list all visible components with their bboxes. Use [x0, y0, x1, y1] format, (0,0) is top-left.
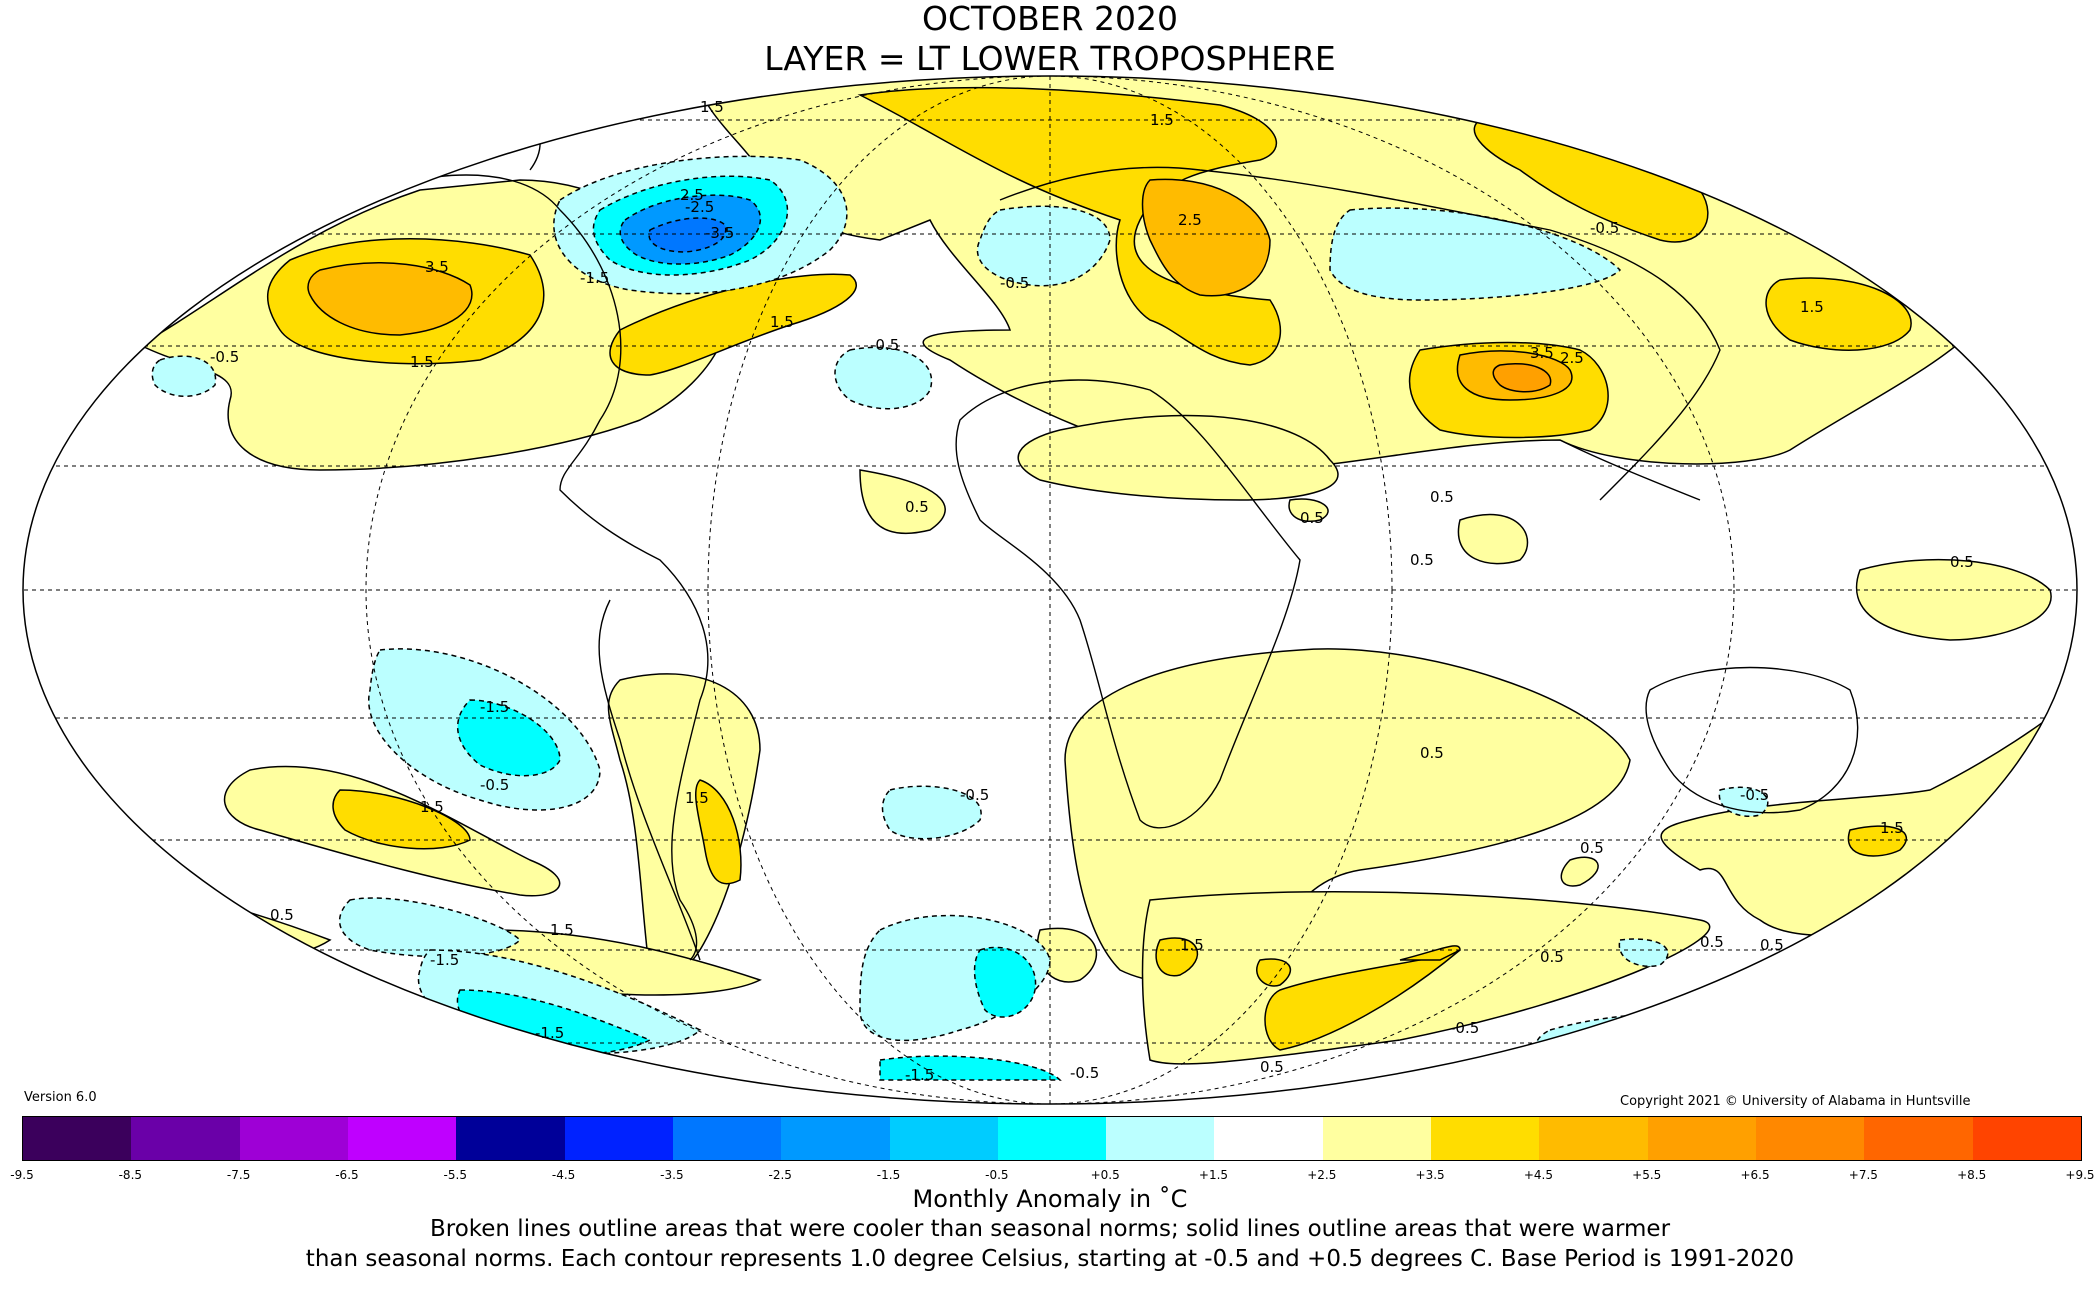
colorbar-tick-label: -7.5: [226, 1168, 251, 1182]
contour-label: 3.5: [1530, 344, 1554, 362]
contour-label: 0.5: [1950, 553, 1974, 571]
contour-label: 3.5: [425, 258, 449, 276]
contour-label: 2.5: [1178, 211, 1202, 229]
contour-label: -0.5: [1000, 274, 1029, 292]
contour-label: 1.5: [1800, 298, 1824, 316]
colorbar-swatch: [781, 1117, 890, 1160]
colorbar-swatch: [1106, 1117, 1215, 1160]
colorbar-swatch: [1539, 1117, 1648, 1160]
contour-label: 1.5: [1150, 111, 1174, 129]
map-subtitle: LAYER = LT LOWER TROPOSPHERE: [764, 39, 1336, 78]
contour-label: 1.5: [550, 921, 574, 939]
contour-label: 0.5: [270, 906, 294, 924]
colorbar-tick-label: -8.5: [118, 1168, 143, 1182]
colorbar-swatch: [1214, 1117, 1323, 1160]
contour-label: -0.5: [480, 776, 509, 794]
colorbar-tick-label: +9.5: [2065, 1168, 2095, 1182]
colorbar-tick-label: -0.5: [985, 1168, 1009, 1182]
colorbar-tick-label: +6.5: [1740, 1168, 1770, 1182]
contour-label: -1.5: [430, 951, 459, 969]
contour-label: 0.5: [905, 498, 929, 516]
contour-label: -0.5: [1590, 219, 1619, 237]
description-line-1: Broken lines outline areas that were coo…: [429, 1216, 1671, 1242]
contour-label: 0.5: [1420, 744, 1444, 762]
contour-label: 1.5: [685, 789, 709, 807]
contour-label: 1.5: [1180, 936, 1204, 954]
contour-label: 0.5: [1300, 509, 1324, 527]
contour-label: -0.5: [1070, 1064, 1099, 1082]
colorbar-swatch: [1756, 1117, 1865, 1160]
description-line-2: than seasonal norms. Each contour repres…: [305, 1246, 1795, 1272]
very-warm-areas: [1492, 363, 1552, 393]
colorbar-swatch: [1864, 1117, 1973, 1160]
colorbar-label: Monthly Anomaly in ˚C: [912, 1185, 1188, 1213]
contour-label: 0.5: [1410, 551, 1434, 569]
contour-label: 0.5: [1580, 839, 1604, 857]
contour-label: -1.5: [580, 269, 609, 287]
colorbar-swatch: [23, 1117, 132, 1160]
contour-label: -0.5: [960, 786, 989, 804]
colorbar: [22, 1116, 2082, 1161]
contour-label: -2.5: [685, 198, 714, 216]
map-border: [22, 75, 2078, 1105]
colorbar-swatch: [1322, 1117, 1432, 1160]
contour-label: -1.5: [535, 1024, 564, 1042]
colorbar-tick-label: -1.5: [876, 1168, 901, 1182]
contour-label: -3.5: [705, 224, 734, 242]
colorbar-swatch: [564, 1117, 673, 1160]
contour-label: 0.5: [1700, 933, 1724, 951]
colorbar-swatch: [1972, 1117, 2081, 1160]
colorbar-swatch: [889, 1117, 998, 1160]
contour-label: 2.5: [680, 186, 704, 204]
colorbar-tick-label: -5.5: [443, 1168, 467, 1182]
colorbar-swatch: [456, 1117, 565, 1160]
contour-label: -1.5: [905, 1066, 934, 1084]
contour-label: -0.5: [870, 336, 899, 354]
colorbar-swatch: [997, 1117, 1107, 1160]
colorbar-tick-label: +4.5: [1523, 1168, 1553, 1182]
very-cool-areas: [648, 217, 727, 253]
colorbar-tick-label: +1.5: [1198, 1168, 1229, 1182]
contour-labels: 1.5 2.5 3.5 -2.5 -3.5 -1.5 1.5 -0.5 1.5 -0.5 2.5 1.…: [210, 98, 1974, 1084]
coastlines: [349, 97, 1859, 961]
contour-label: 0.5: [1260, 1058, 1284, 1076]
colorbar-swatch: [131, 1117, 240, 1160]
colorbar-swatch: [1431, 1117, 1540, 1160]
colorbar-tick-label: -9.5: [10, 1168, 34, 1182]
colorbar-tick-label: +8.5: [1957, 1168, 1987, 1182]
colorbar-tick-label: +7.5: [1848, 1168, 1878, 1182]
colorbar-swatch: [672, 1117, 782, 1160]
colorbar-tick-label: +3.5: [1415, 1168, 1445, 1182]
colorbar-tick-label: +5.5: [1632, 1168, 1662, 1182]
contour-label: 1.5: [410, 353, 434, 371]
contour-label: 2.5: [1560, 349, 1584, 367]
contour-label: 0.5: [1430, 488, 1454, 506]
colorbar-swatch: [347, 1117, 457, 1160]
contour-label: -0.5: [210, 348, 239, 366]
map-title: OCTOBER 2020: [921, 0, 1179, 38]
contour-label: 1.5: [420, 798, 444, 816]
colorbar-tick-label: -3.5: [660, 1168, 684, 1182]
global-anomaly-map: 1.5 2.5 3.5 -2.5 -3.5 -1.5 1.5 -0.5 1.5 -0.5 2.5 1.…: [22, 75, 2078, 1105]
contour-label: -1.5: [480, 698, 509, 716]
version-label: Version 6.0: [24, 1090, 97, 1105]
colorbar-swatch: [1647, 1117, 1756, 1160]
colorbar-tick-label: +0.5: [1090, 1168, 1120, 1182]
contour-label: 1.5: [1880, 819, 1904, 837]
contour-label: 1.5: [770, 313, 794, 331]
copyright-label: Copyright 2021 © University of Alabama i…: [1620, 1094, 1971, 1109]
contour-label: 1.5: [700, 98, 724, 116]
contour-label: 0.5: [1540, 948, 1564, 966]
contour-label: -0.5: [1450, 1019, 1479, 1037]
colorbar-tick-label: +2.5: [1307, 1168, 1337, 1182]
colorbar-tick-label: -4.5: [551, 1168, 576, 1182]
contour-label: 0.5: [1760, 936, 1784, 954]
colorbar-swatch: [239, 1117, 348, 1160]
contour-label: -0.5: [1740, 786, 1769, 804]
colorbar-tick-label: -6.5: [335, 1168, 359, 1182]
colorbar-tick-label: -2.5: [768, 1168, 792, 1182]
